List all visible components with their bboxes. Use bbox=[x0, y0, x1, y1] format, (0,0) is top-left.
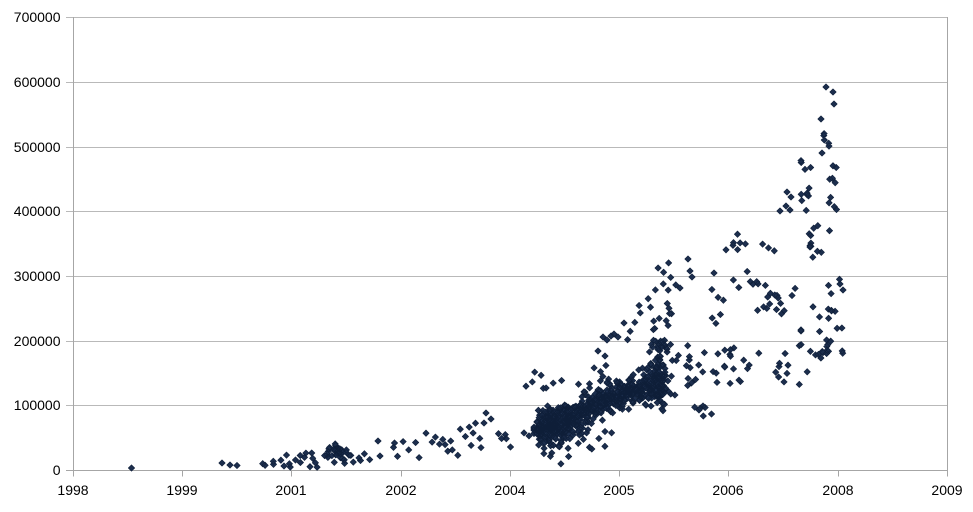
svg-text:2002: 2002 bbox=[385, 482, 416, 498]
svg-text:100000: 100000 bbox=[14, 397, 61, 413]
svg-text:2009: 2009 bbox=[931, 482, 962, 498]
svg-text:400000: 400000 bbox=[14, 203, 61, 219]
svg-text:0: 0 bbox=[53, 462, 61, 478]
svg-text:2005: 2005 bbox=[603, 482, 634, 498]
svg-text:200000: 200000 bbox=[14, 333, 61, 349]
svg-text:1998: 1998 bbox=[57, 482, 88, 498]
svg-text:300000: 300000 bbox=[14, 268, 61, 284]
svg-text:2001: 2001 bbox=[275, 482, 306, 498]
svg-text:500000: 500000 bbox=[14, 139, 61, 155]
svg-text:2008: 2008 bbox=[822, 482, 853, 498]
svg-text:2004: 2004 bbox=[494, 482, 525, 498]
svg-text:700000: 700000 bbox=[14, 9, 61, 25]
svg-text:600000: 600000 bbox=[14, 74, 61, 90]
svg-text:1999: 1999 bbox=[166, 482, 197, 498]
svg-text:2006: 2006 bbox=[712, 482, 743, 498]
